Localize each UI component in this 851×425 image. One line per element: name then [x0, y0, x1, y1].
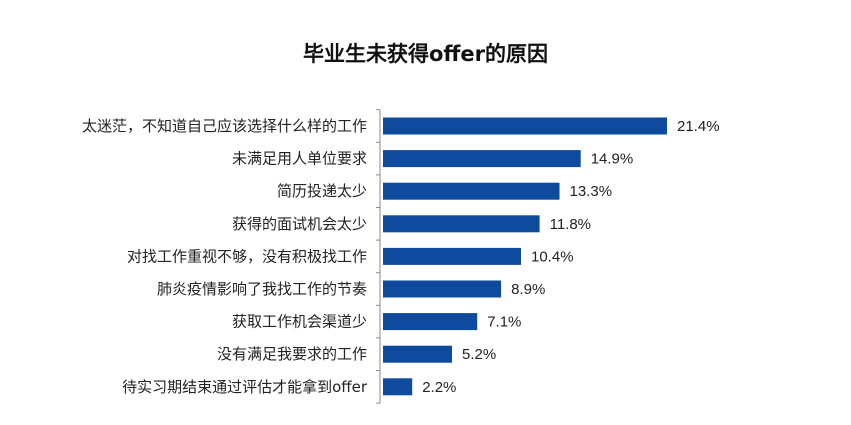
category-label: 太迷茫，不知道自己应该选择什么样的工作 [82, 117, 367, 135]
value-label: 10.4% [531, 248, 574, 265]
category-label: 对找工作重视不够，没有积极找工作 [127, 247, 367, 265]
labels-layer: 太迷茫，不知道自己应该选择什么样的工作 21.4% 未满足用人单位要求 14.9% 简历… [82, 117, 720, 396]
bar-6 [383, 280, 502, 298]
value-label: 8.9% [511, 281, 545, 298]
value-label: 11.8% [550, 216, 591, 233]
bar-2 [383, 150, 581, 168]
category-label: 获得的面试机会太少 [232, 215, 367, 233]
bar-1 [383, 117, 667, 135]
category-label: 未满足用人单位要求 [232, 150, 367, 168]
value-label: 14.9% [591, 151, 634, 168]
bars-layer [383, 117, 667, 396]
value-label: 13.3% [570, 183, 613, 200]
bar-9 [383, 378, 413, 396]
bar-5 [383, 247, 521, 265]
category-label: 肺炎疫情影响了我找工作的节奏 [157, 280, 367, 298]
value-label: 21.4% [677, 118, 720, 135]
axis-layer [376, 109, 381, 404]
category-label: 获取工作机会渠道少 [232, 313, 367, 331]
bar-4 [383, 215, 540, 233]
bar-3 [383, 182, 560, 200]
bar-7 [383, 313, 478, 331]
category-label: 简历投递太少 [277, 182, 367, 200]
bar-8 [383, 345, 452, 363]
category-label: 待实习期结束通过评估才能拿到offer [122, 378, 368, 396]
chart-title: 毕业生未获得offer的原因 [302, 42, 549, 66]
value-label: 5.2% [462, 346, 496, 363]
value-label: 2.2% [422, 379, 456, 396]
category-label: 没有满足我要求的工作 [217, 345, 367, 363]
value-label: 7.1% [487, 314, 521, 331]
